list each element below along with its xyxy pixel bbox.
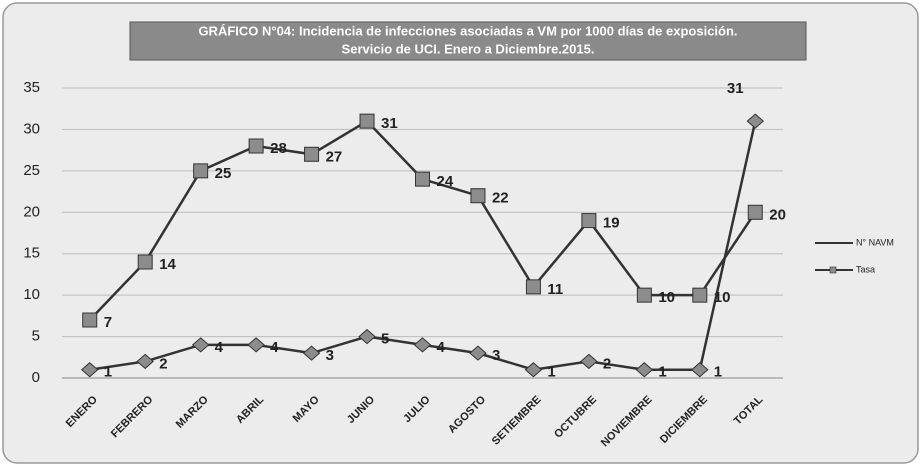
square-marker bbox=[747, 204, 763, 220]
y-tick-label: 35 bbox=[23, 79, 40, 96]
square-marker bbox=[692, 287, 708, 303]
diamond-marker bbox=[358, 328, 376, 345]
diamond-marker bbox=[136, 353, 154, 370]
square-marker bbox=[304, 146, 320, 162]
data-label: 11 bbox=[547, 281, 563, 298]
data-label: 2 bbox=[603, 355, 611, 372]
square-marker bbox=[470, 188, 486, 204]
square-marker bbox=[636, 287, 652, 303]
data-label: 4 bbox=[437, 339, 446, 356]
data-label: 28 bbox=[270, 140, 287, 157]
square-marker bbox=[581, 213, 597, 229]
legend-label: N° NAVM bbox=[856, 237, 894, 247]
diamond-marker bbox=[746, 113, 765, 129]
diamond-marker bbox=[247, 337, 265, 353]
diamond-marker bbox=[80, 362, 99, 378]
data-label: 14 bbox=[159, 256, 176, 273]
y-tick-label: 15 bbox=[23, 245, 40, 262]
y-tick-label: 0 bbox=[32, 369, 40, 386]
data-label: 10 bbox=[714, 289, 731, 306]
data-label: 2 bbox=[159, 355, 167, 372]
y-tick-label: 10 bbox=[23, 286, 40, 303]
data-label: 20 bbox=[769, 206, 786, 223]
data-label: 31 bbox=[727, 80, 744, 97]
diamond-marker bbox=[524, 362, 543, 378]
square-marker bbox=[415, 171, 430, 187]
square-marker bbox=[359, 113, 375, 129]
y-tick-label: 25 bbox=[23, 162, 40, 179]
data-label: 19 bbox=[603, 215, 620, 232]
diamond-marker bbox=[469, 345, 487, 361]
data-label: 4 bbox=[270, 339, 279, 356]
square-marker bbox=[193, 163, 209, 179]
y-tick-label: 20 bbox=[23, 203, 40, 220]
data-label: 10 bbox=[658, 289, 675, 306]
square-marker bbox=[248, 138, 264, 154]
data-label: 27 bbox=[326, 148, 343, 165]
data-label: 22 bbox=[492, 190, 509, 207]
diamond-marker bbox=[191, 337, 210, 353]
data-label: 3 bbox=[326, 347, 334, 364]
data-label: 1 bbox=[714, 364, 722, 381]
diamond-marker bbox=[302, 345, 321, 361]
chart-title: GRÁFICO N°04: Incidencia de infecciones … bbox=[198, 23, 737, 38]
data-label: 3 bbox=[492, 347, 500, 364]
data-label: 25 bbox=[215, 165, 232, 182]
data-label: 1 bbox=[658, 364, 666, 381]
data-label: 1 bbox=[104, 364, 112, 381]
y-tick-label: 30 bbox=[23, 120, 40, 137]
data-label: 7 bbox=[104, 314, 112, 331]
legend-label: Tasa bbox=[856, 264, 875, 274]
diamond-marker bbox=[580, 353, 598, 370]
data-label: 24 bbox=[437, 173, 454, 190]
data-label: 5 bbox=[381, 331, 389, 348]
title-box bbox=[129, 21, 807, 61]
diamond-marker bbox=[413, 337, 432, 353]
data-label: 1 bbox=[547, 364, 555, 381]
square-marker bbox=[137, 254, 153, 270]
data-label: 4 bbox=[215, 339, 224, 356]
diamond-marker bbox=[691, 362, 709, 378]
data-label: 31 bbox=[381, 115, 398, 132]
legend-marker bbox=[829, 266, 837, 274]
square-marker bbox=[82, 312, 98, 328]
square-marker bbox=[525, 279, 541, 295]
y-tick-label: 5 bbox=[32, 328, 40, 345]
chart-subtitle: Servicio de UCI. Enero a Diciembre.2015. bbox=[342, 41, 595, 56]
diamond-marker bbox=[635, 362, 654, 378]
